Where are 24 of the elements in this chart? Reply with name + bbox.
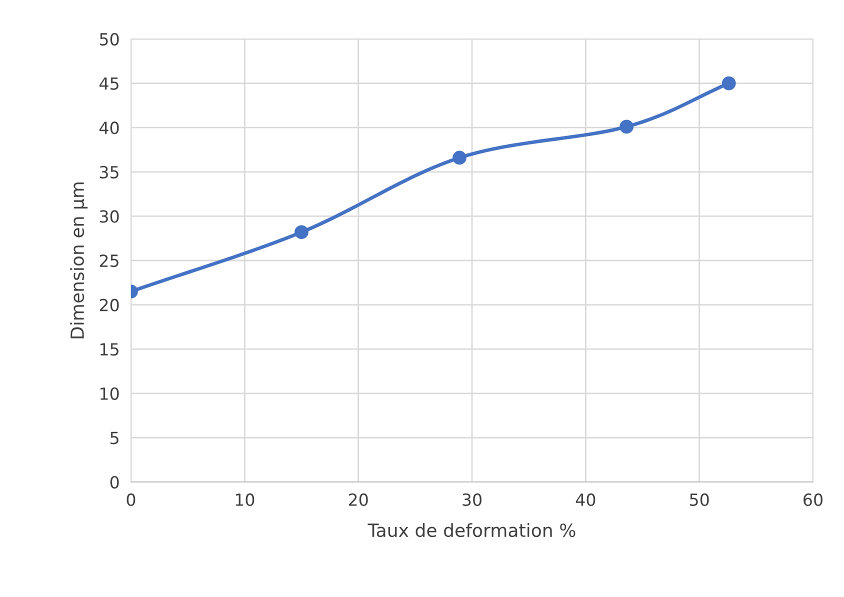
x-axis-title: Taux de deformation % xyxy=(368,523,576,538)
x-tick-label: 20 xyxy=(348,493,368,506)
point xyxy=(294,225,308,240)
y-tick-label: 40 xyxy=(99,122,119,134)
y-tick-label: 10 xyxy=(100,387,119,400)
x-tick-label: 10 xyxy=(236,493,254,506)
y-tick-label: 30 xyxy=(100,210,119,223)
point xyxy=(620,120,634,134)
x-tick-label: 50 xyxy=(690,493,709,506)
y-tick-label: 0 xyxy=(110,476,119,489)
y-tick-label: 35 xyxy=(100,166,118,178)
y-tick-label: 50 xyxy=(100,32,119,46)
y-tick-label: 25 xyxy=(100,254,118,268)
y-tick-label: 20 xyxy=(100,298,119,312)
y-tick-label: 45 xyxy=(99,77,118,90)
x-tick-label: 30 xyxy=(462,493,482,506)
point xyxy=(452,150,466,165)
x-tick-label: 0 xyxy=(126,493,136,506)
x-tick-label: 60 xyxy=(804,493,822,506)
point xyxy=(722,76,736,90)
y-axis-title: Dimension en µm xyxy=(70,182,88,338)
y-tick-label: 5 xyxy=(110,432,118,444)
x-tick-label: 40 xyxy=(576,493,596,506)
y-tick-label: 15 xyxy=(100,343,118,356)
